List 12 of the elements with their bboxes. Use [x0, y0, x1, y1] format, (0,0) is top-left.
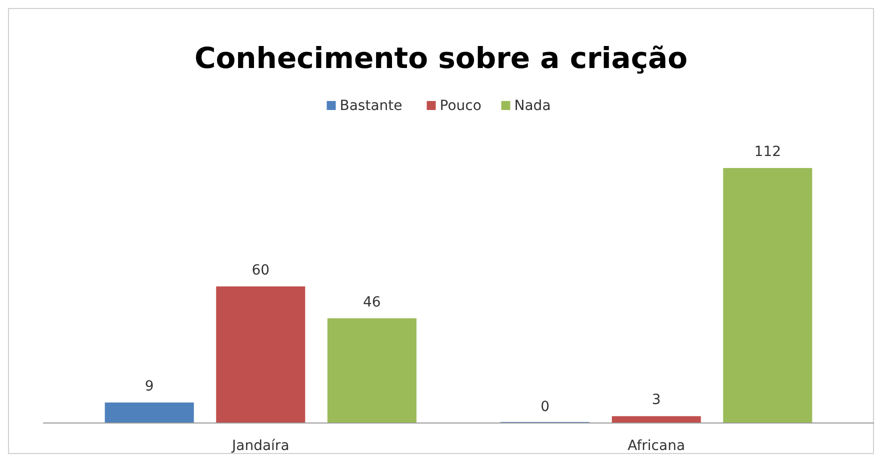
- chart-title: Conhecimento sobre a criação: [194, 41, 688, 75]
- legend-label: Nada: [514, 98, 551, 114]
- data-label: 9: [144, 378, 154, 395]
- data-label: 60: [252, 262, 270, 278]
- legend-label: Bastante: [340, 98, 402, 114]
- x-tick-label: Jandaíra: [231, 438, 290, 454]
- data-label: 0: [540, 399, 550, 415]
- data-label: 3: [652, 392, 661, 408]
- x-tick-label: Africana: [628, 438, 686, 454]
- data-label: 112: [754, 144, 782, 160]
- data-label: 46: [363, 294, 381, 310]
- legend-label: Pouco: [440, 98, 482, 114]
